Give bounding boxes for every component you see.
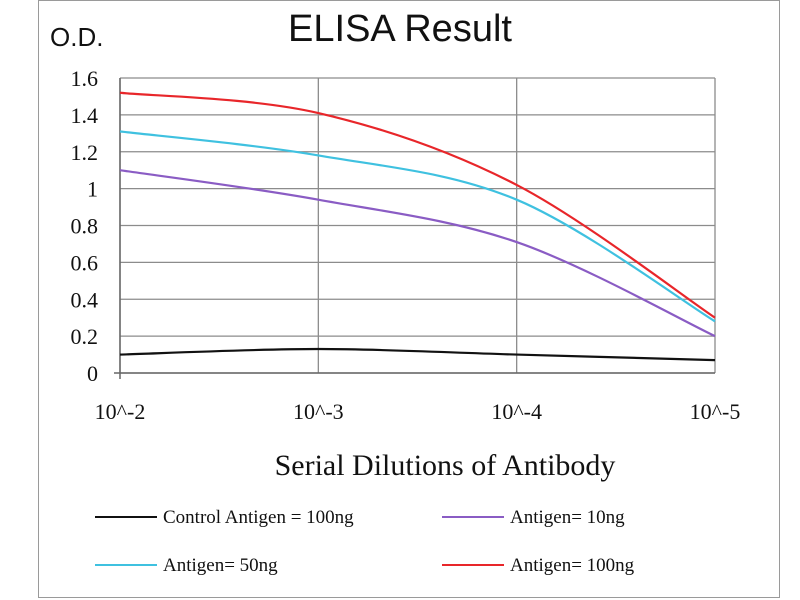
- legend-label: Antigen= 100ng: [510, 555, 635, 576]
- series-line-antigen-100ng: [119, 91, 716, 319]
- chart-title: ELISA Result: [288, 8, 512, 50]
- y-tick-label: 1.2: [71, 140, 99, 165]
- series-line-antigen-50ng: [119, 130, 716, 323]
- y-tick-label: 0.6: [71, 250, 99, 275]
- y-axis-label: O.D.: [50, 22, 104, 52]
- x-tick-label: 10^-2: [95, 399, 146, 424]
- legend-label: Antigen= 50ng: [163, 555, 278, 576]
- legend-label: Control Antigen = 100ng: [163, 507, 354, 528]
- x-axis-label: Serial Dilutions of Antibody: [275, 449, 616, 482]
- y-tick-label: 1: [87, 177, 98, 202]
- y-tick-label: 1.4: [71, 103, 99, 128]
- y-tick-label: 0.2: [71, 324, 99, 349]
- y-tick-label: 0: [87, 361, 98, 386]
- x-tick-label: 10^-5: [690, 399, 741, 424]
- y-tick-label: 0.8: [71, 214, 99, 239]
- series-line-antigen-10ng: [119, 169, 716, 338]
- y-tick-label: 1.6: [71, 66, 99, 91]
- series-line-control-antigen-100ng: [119, 347, 716, 362]
- x-tick-label: 10^-3: [293, 399, 344, 424]
- y-tick-label: 0.4: [71, 287, 99, 312]
- legend-label: Antigen= 10ng: [510, 507, 625, 528]
- x-tick-label: 10^-4: [491, 399, 542, 424]
